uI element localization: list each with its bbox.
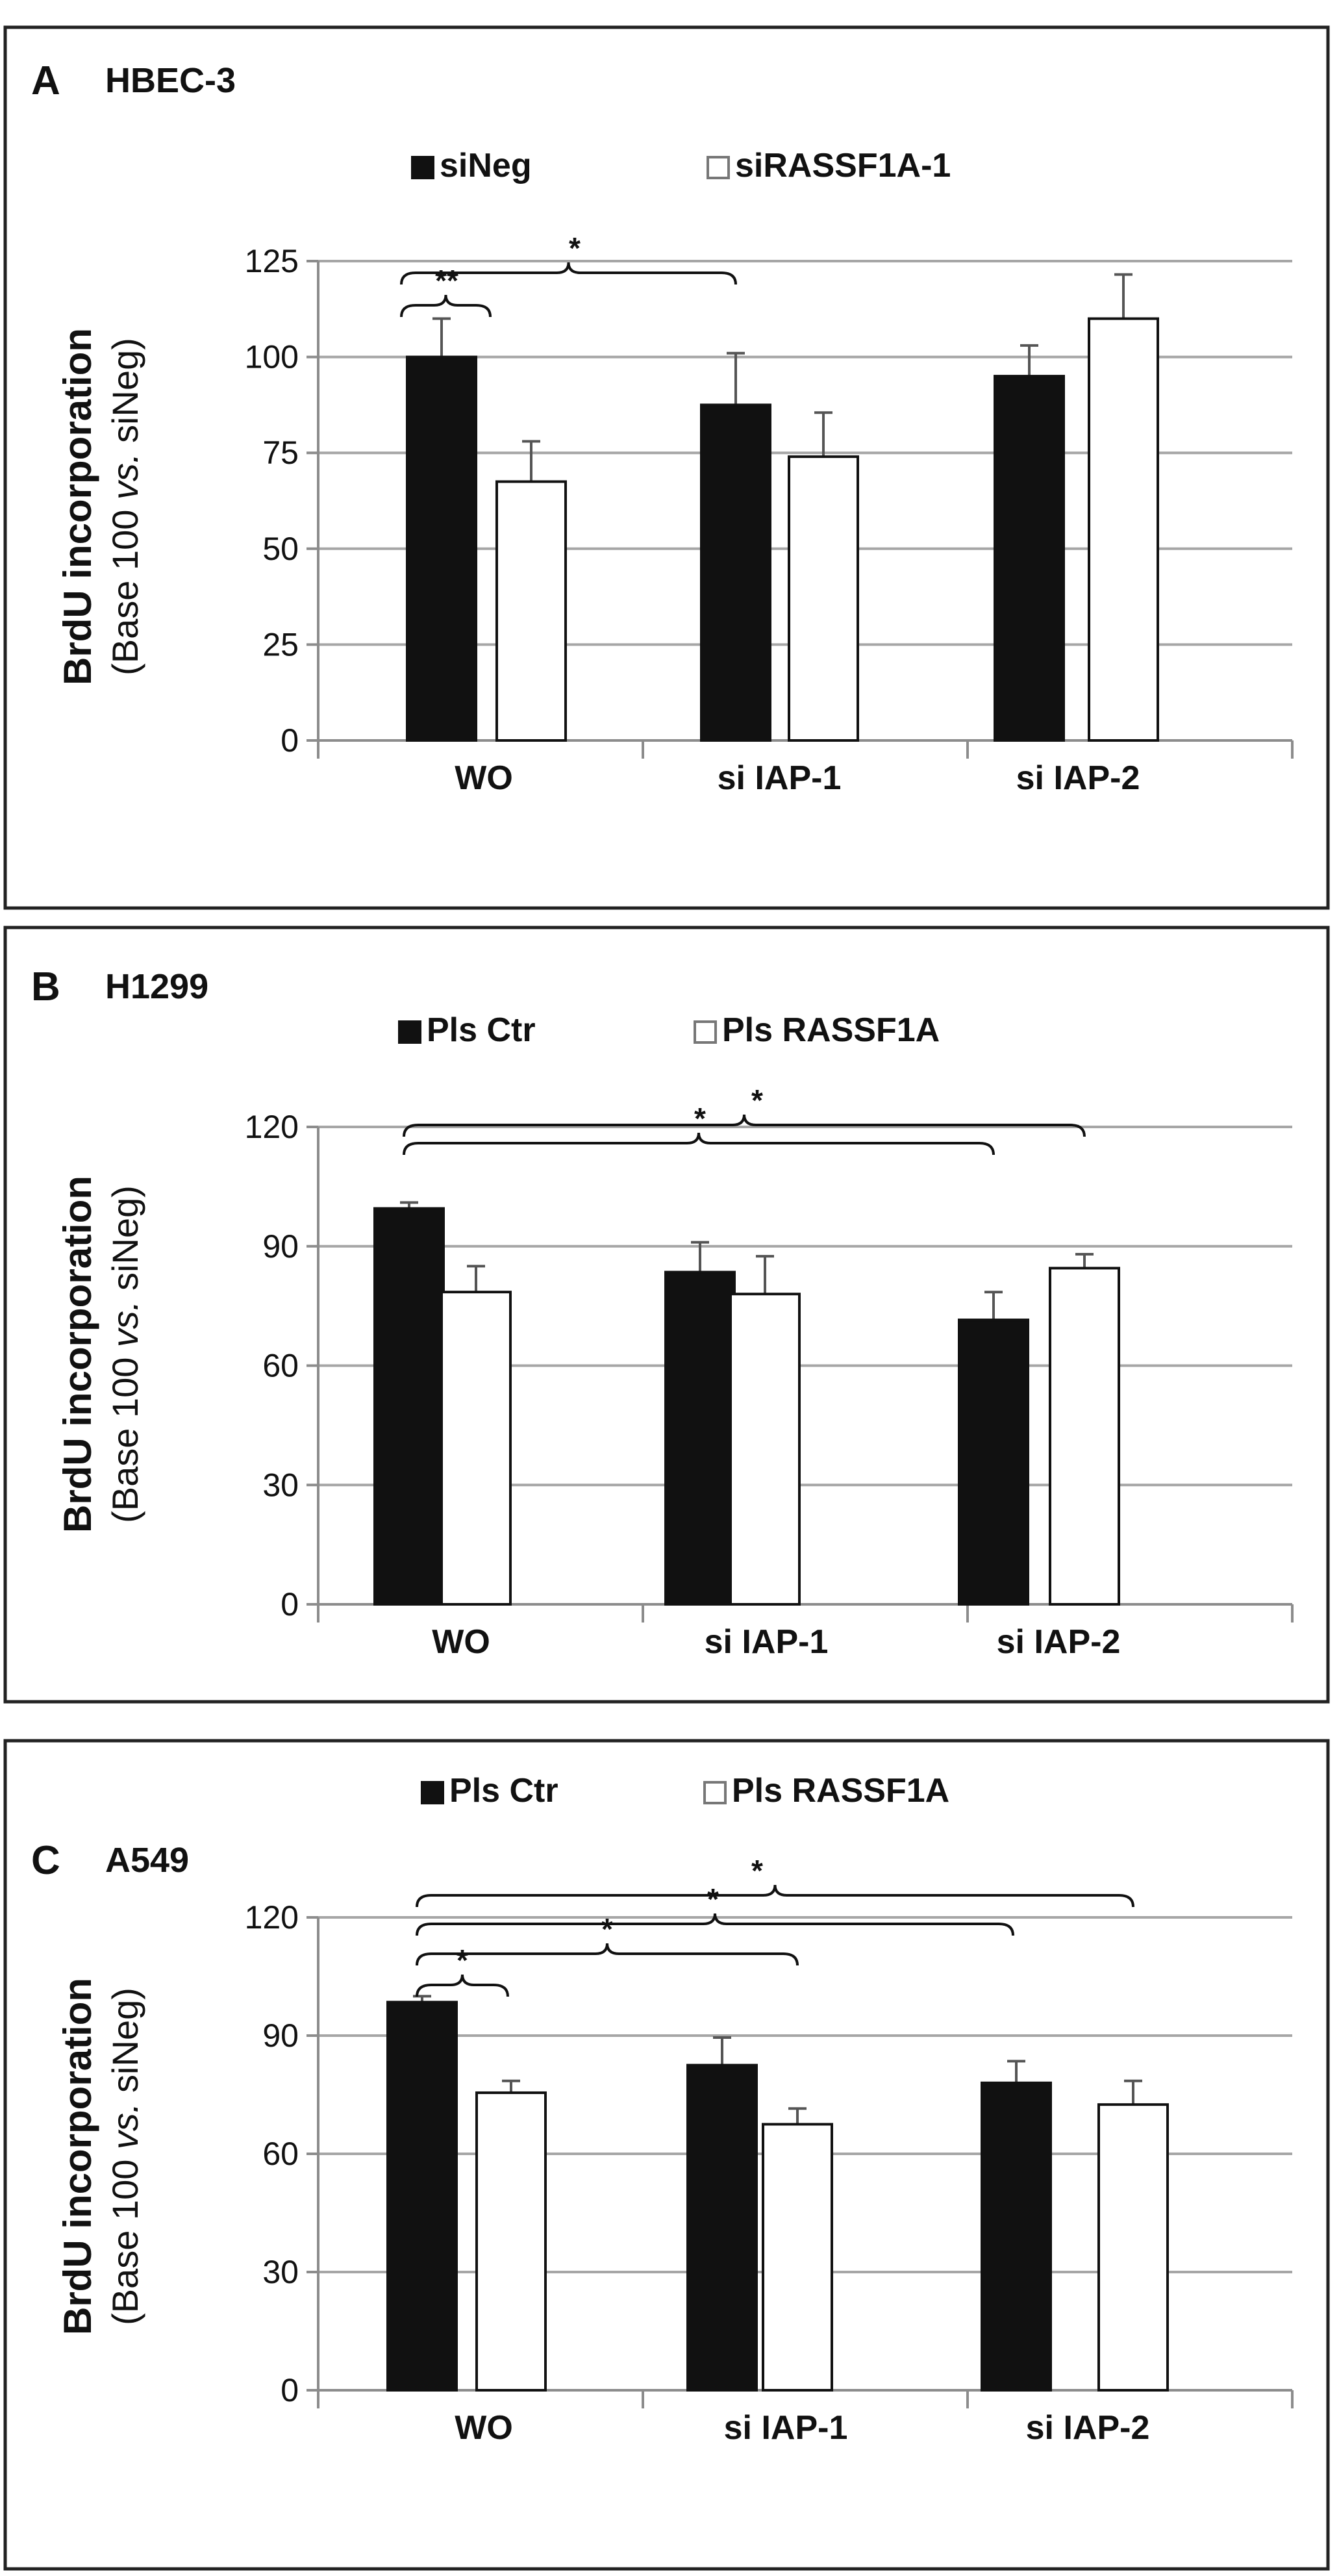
panel-a: A HBEC-3 0 25 50 75 100 125 WO si IAP-1 si IAP-2 si… <box>3 25 1330 910</box>
y-axis-label-sub: (Base 100 vs. siNeg) <box>105 338 145 676</box>
panel-c: C A549 0 30 60 90 120 WO si IAP-1 si IAP-2 Pls Ctr… <box>3 1739 1330 2571</box>
x-tick-label: si IAP-2 <box>997 1623 1121 1661</box>
bar-b-1-0 <box>664 1270 736 1606</box>
y-axis-label-sub-suffix: siNeg) <box>105 338 145 453</box>
y-tick-label: 30 <box>262 1467 299 1503</box>
significance-label: * <box>707 1882 719 1916</box>
x-tick-label: si IAP-2 <box>1016 759 1140 797</box>
y-axis-label-sub-suffix: siNeg) <box>105 1988 145 2102</box>
y-tick-label: 100 <box>245 339 299 375</box>
y-tick-label: 60 <box>262 2136 299 2172</box>
bar-a-2-0 <box>994 375 1065 742</box>
panel-b: B H1299 0 30 60 90 120 WO si IAP-1 si IAP-2 Pls Ct… <box>3 926 1330 1704</box>
y-axis-label-sub-italic: vs. <box>105 453 145 499</box>
legend-swatch <box>421 1781 444 1804</box>
x-tick-label: si IAP-1 <box>718 759 842 797</box>
significance-label: * <box>457 1943 468 1977</box>
significance-label: * <box>694 1102 706 1135</box>
legend-swatch <box>398 1020 421 1044</box>
y-axis-label: BrdU incorporation <box>56 1176 99 1533</box>
panel-title: HBEC-3 <box>105 61 236 100</box>
y-axis-label: BrdU incorporation <box>56 1978 99 2335</box>
x-tick-label: WO <box>455 759 513 797</box>
x-tick-label: si IAP-1 <box>724 2409 848 2447</box>
x-tick-label: WO <box>432 1623 490 1661</box>
bar-a-0-0 <box>406 355 477 742</box>
bar-a-2-1 <box>1088 317 1159 742</box>
legend-label: Pls RASSF1A <box>722 1011 940 1049</box>
y-axis-label-sub-suffix: siNeg) <box>105 1185 145 1300</box>
significance-bracket <box>416 1943 799 1966</box>
y-axis-label-sub-italic: vs. <box>105 1300 145 1347</box>
y-tick-label: 125 <box>245 243 299 279</box>
y-tick-label: 75 <box>262 435 299 471</box>
significance-label: * <box>601 1912 613 1946</box>
panel-frame <box>3 1739 1330 2571</box>
panel-letter: A <box>31 58 60 103</box>
panel-title: H1299 <box>105 967 208 1006</box>
bar-c-1-0 <box>686 2064 758 2392</box>
y-tick-label: 120 <box>245 1899 299 1936</box>
panel-title: A549 <box>105 1841 189 1880</box>
bar-c-0-1 <box>475 2091 547 2392</box>
y-axis-label-sub-prefix: (Base 100 <box>105 1347 145 1523</box>
y-axis-label-sub-prefix: (Base 100 <box>105 499 145 676</box>
bar-c-2-1 <box>1097 2103 1169 2392</box>
legend-swatch <box>694 1020 717 1044</box>
legend-swatch <box>411 156 434 179</box>
bar-a-0-1 <box>495 480 567 742</box>
significance-label: ** <box>435 264 458 297</box>
legend-label: siNeg <box>440 147 532 184</box>
bar-c-1-1 <box>762 2123 833 2392</box>
x-tick-label: WO <box>455 2409 513 2447</box>
legend-swatch <box>703 1781 727 1804</box>
y-tick-label: 90 <box>262 2017 299 2054</box>
significance-bracket <box>416 1974 509 1997</box>
significance-label: * <box>569 231 581 265</box>
legend-label: siRASSF1A-1 <box>735 147 951 184</box>
y-axis-label-sub-prefix: (Base 100 <box>105 2149 145 2325</box>
y-axis-label-sub-italic: vs. <box>105 2102 145 2149</box>
bar-a-1-1 <box>788 455 859 742</box>
y-tick-label: 50 <box>262 531 299 567</box>
bar-b-0-1 <box>440 1291 512 1606</box>
significance-label: * <box>751 1854 763 1888</box>
significance-bracket <box>400 262 737 285</box>
legend-swatch <box>707 156 730 179</box>
panel-frame <box>3 25 1330 910</box>
x-tick-label: si IAP-2 <box>1026 2409 1150 2447</box>
legend-label: Pls Ctr <box>449 1772 558 1810</box>
y-tick-label: 60 <box>262 1348 299 1384</box>
panel-frame <box>3 926 1330 1704</box>
y-tick-label: 90 <box>262 1228 299 1265</box>
significance-label: * <box>751 1083 763 1117</box>
panel-letter: C <box>31 1838 60 1883</box>
significance-bracket <box>403 1114 1086 1137</box>
bar-a-1-0 <box>700 403 771 742</box>
y-tick-label: 0 <box>281 1586 299 1623</box>
significance-bracket <box>403 1132 995 1155</box>
bar-b-1-1 <box>729 1293 801 1606</box>
y-tick-label: 0 <box>281 2372 299 2408</box>
panel-letter: B <box>31 965 60 1009</box>
y-axis-label-sub: (Base 100 vs. siNeg) <box>105 1988 145 2325</box>
bar-b-0-0 <box>373 1207 445 1606</box>
y-tick-label: 30 <box>262 2254 299 2290</box>
bar-c-2-0 <box>981 2081 1052 2392</box>
y-axis-label-sub: (Base 100 vs. siNeg) <box>105 1185 145 1523</box>
x-tick-label: si IAP-1 <box>705 1623 829 1661</box>
significance-bracket <box>416 1913 1014 1936</box>
legend-label: Pls Ctr <box>427 1011 536 1049</box>
bar-b-2-1 <box>1049 1267 1120 1606</box>
legend-label: Pls RASSF1A <box>732 1772 949 1810</box>
y-axis-label: BrdU incorporation <box>56 328 99 685</box>
significance-bracket <box>416 1884 1134 1908</box>
y-tick-label: 25 <box>262 626 299 663</box>
bar-b-2-0 <box>958 1319 1029 1606</box>
y-tick-label: 120 <box>245 1109 299 1145</box>
significance-bracket <box>400 294 492 318</box>
bar-c-0-0 <box>386 2001 458 2392</box>
y-tick-label: 0 <box>281 722 299 759</box>
